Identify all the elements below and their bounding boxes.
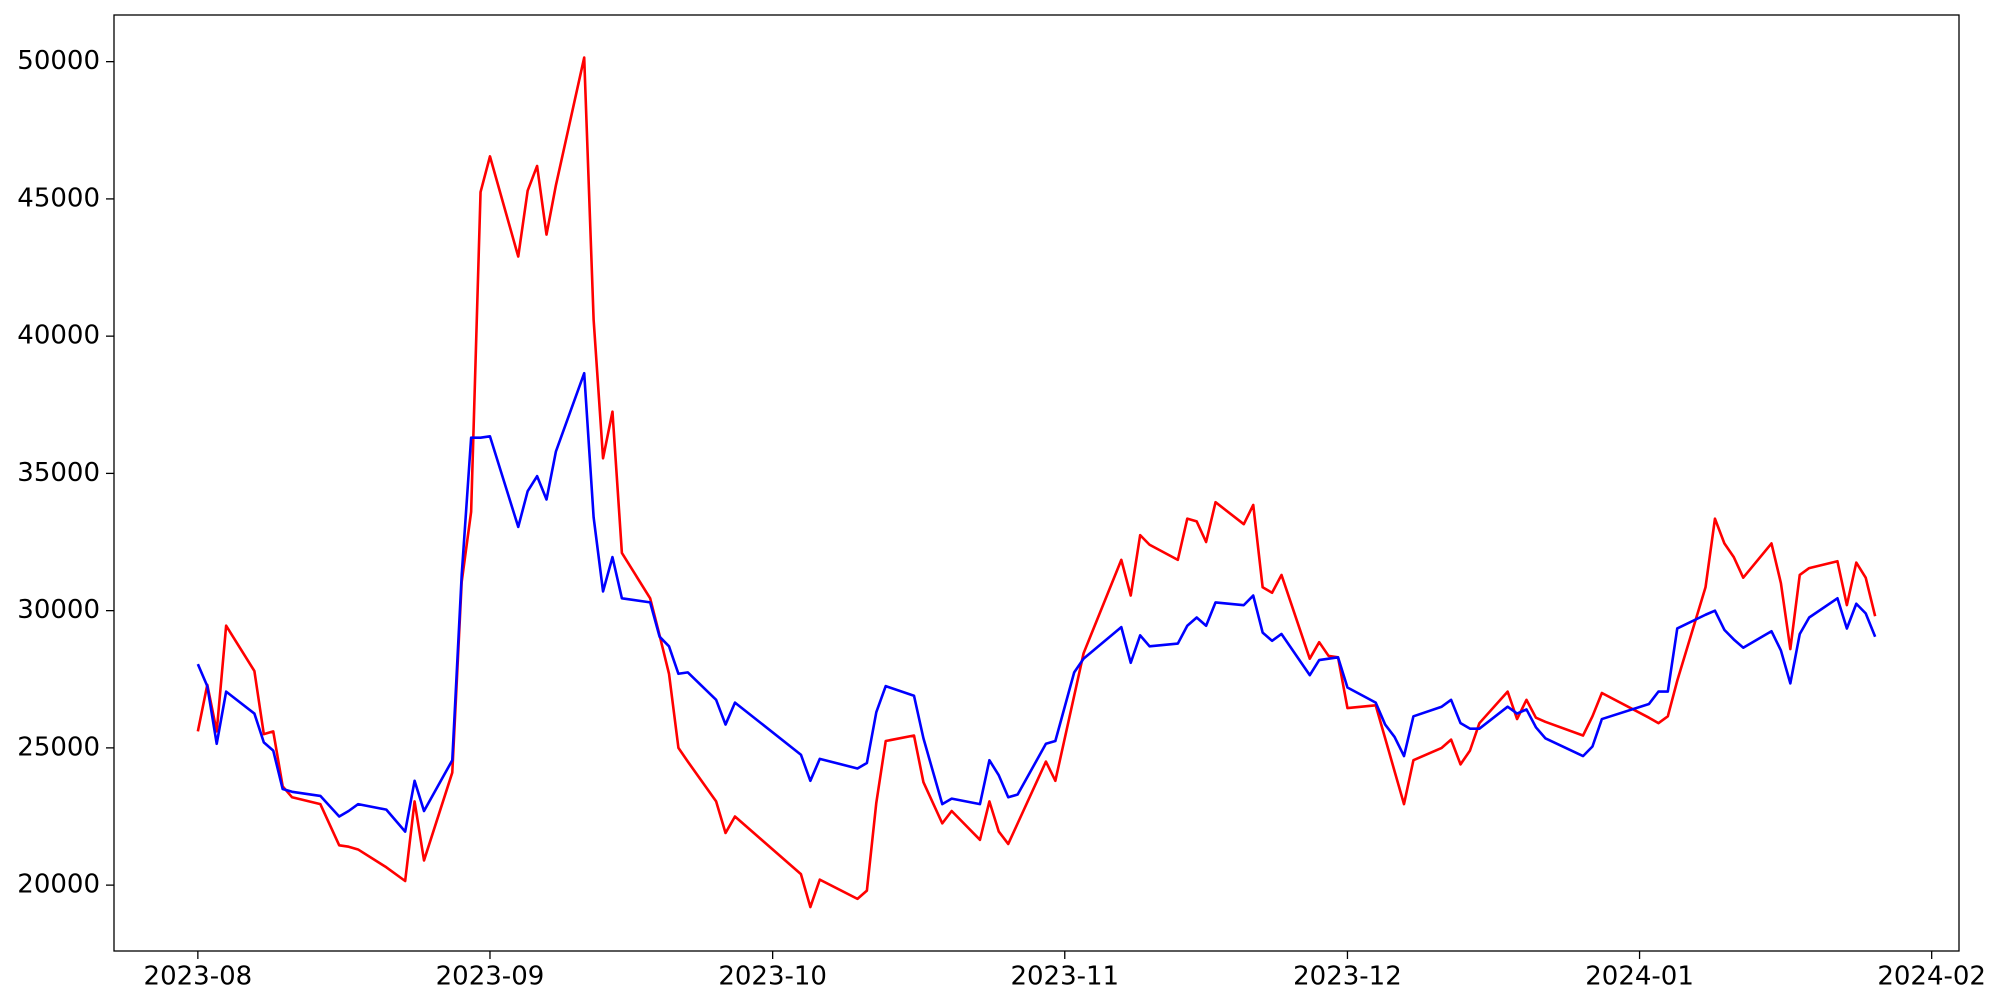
y-tick-label: 25000	[17, 732, 100, 762]
x-tick-label: 2023-11	[1010, 962, 1119, 992]
y-tick-label: 40000	[17, 321, 100, 351]
data-line	[196, 56, 1877, 909]
x-tick-label: 2024-02	[1877, 962, 1986, 992]
x-tick-label: 2024-01	[1585, 962, 1694, 992]
x-tick-label: 2023-12	[1293, 962, 1402, 992]
data-line	[196, 371, 1877, 833]
y-tick-label: 35000	[17, 458, 100, 488]
y-tick-label: 50000	[17, 46, 100, 76]
y-tick-label: 30000	[17, 595, 100, 625]
y-tick-label: 20000	[17, 870, 100, 900]
x-tick-label: 2023-09	[436, 962, 545, 992]
x-tick-label: 2023-08	[144, 962, 253, 992]
x-tick-label: 2023-10	[718, 962, 827, 992]
y-tick-label: 45000	[17, 183, 100, 213]
plot-frame	[113, 14, 1960, 952]
